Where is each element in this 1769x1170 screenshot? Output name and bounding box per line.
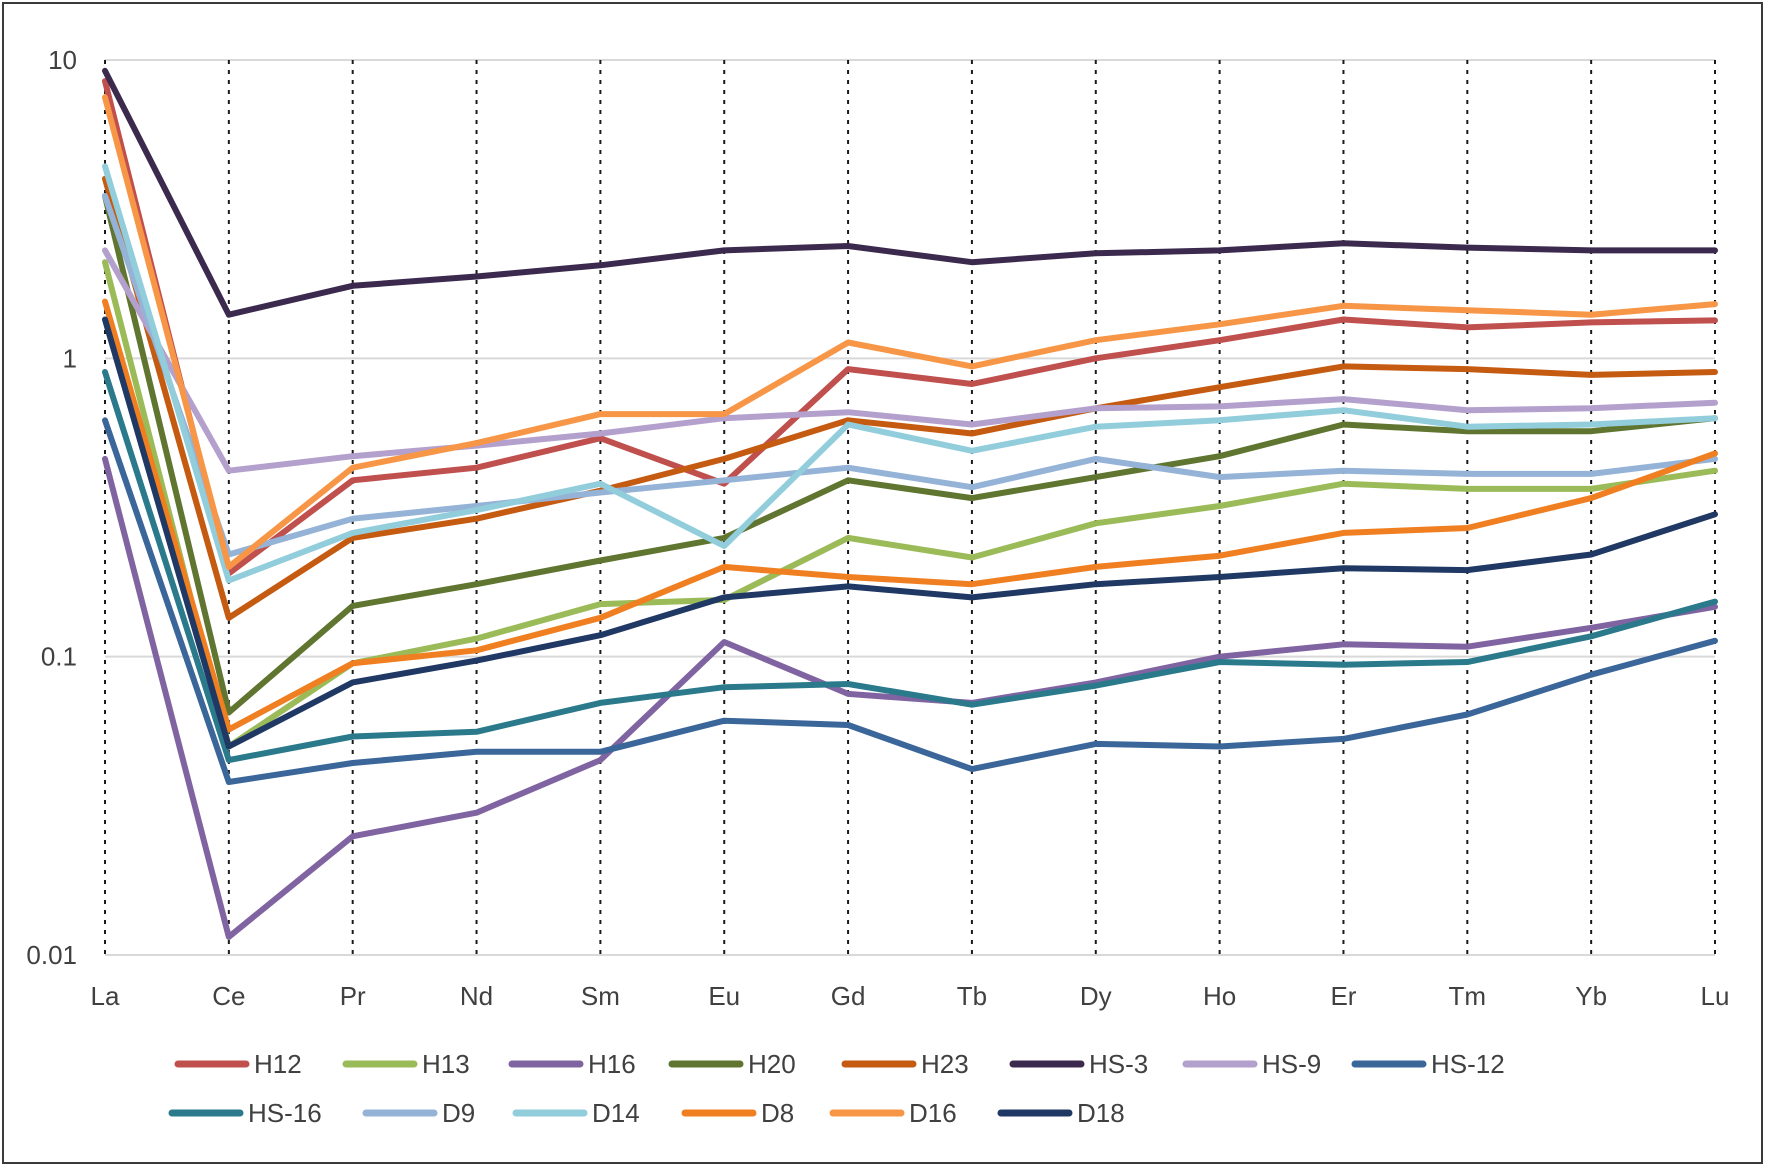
- x-tick-label: Nd: [460, 981, 493, 1011]
- series-line-d18: [102, 316, 1718, 750]
- legend-label-h23: H23: [921, 1049, 969, 1079]
- series-line-h12: [102, 78, 1718, 577]
- legend-label-hs-12: HS-12: [1431, 1049, 1505, 1079]
- axes: 10 1 0.1 0.01 La Ce Pr Nd Sm Eu Gd Tb Dy Ho Er Tm Yb Lu: [26, 45, 1729, 1011]
- series-line-d9: [102, 193, 1718, 558]
- legend-label-d9: D9: [442, 1098, 475, 1128]
- y-tick-label: 0.1: [41, 642, 77, 672]
- x-tick-label: Dy: [1080, 981, 1112, 1011]
- series-line-h13: [102, 259, 1718, 750]
- x-tick-label: Pr: [340, 981, 366, 1011]
- grid: [104, 59, 1716, 956]
- series-lines: [102, 67, 1718, 940]
- series-line-hs-3: [102, 67, 1718, 318]
- legend-label-h13: H13: [422, 1049, 470, 1079]
- legend-label-h12: H12: [254, 1049, 302, 1079]
- series-line-hs-9: [102, 247, 1718, 474]
- x-tick-label: Er: [1330, 981, 1356, 1011]
- series-line-h16: [102, 455, 1718, 940]
- legend-label-h20: H20: [748, 1049, 796, 1079]
- x-tick-label: La: [91, 981, 120, 1011]
- x-tick-label: Sm: [581, 981, 620, 1011]
- series-line-h20: [102, 193, 1718, 716]
- x-tick-label: Yb: [1575, 981, 1607, 1011]
- legend-label-hs-16: HS-16: [248, 1098, 322, 1128]
- legend-label-d18: D18: [1077, 1098, 1125, 1128]
- y-tick-label: 10: [48, 45, 77, 75]
- x-tick-label: Tb: [957, 981, 987, 1011]
- legend-label-d8: D8: [761, 1098, 794, 1128]
- series-line-hs-16: [102, 369, 1718, 764]
- y-tick-label: 1: [63, 343, 77, 373]
- y-tick-label: 0.01: [26, 940, 77, 970]
- x-tick-label: Ce: [212, 981, 245, 1011]
- x-tick-label: Tm: [1449, 981, 1487, 1011]
- series-line-hs-12: [102, 417, 1718, 785]
- series-line-d8: [102, 298, 1718, 733]
- legend-label-h16: H16: [588, 1049, 636, 1079]
- series-line-d16: [102, 94, 1718, 570]
- x-tick-label: Gd: [831, 981, 866, 1011]
- legend: H12 H13 H16 H20 H23 HS-3 HS-9 HS-12 HS-16 D9 D14 D8…: [168, 1049, 1505, 1128]
- legend-label-hs-9: HS-9: [1262, 1049, 1321, 1079]
- legend-label-d14: D14: [592, 1098, 640, 1128]
- legend-label-hs-3: HS-3: [1089, 1049, 1148, 1079]
- series-line-h23: [102, 175, 1718, 621]
- legend-label-d16: D16: [909, 1098, 957, 1128]
- x-tick-label: Eu: [708, 981, 740, 1011]
- x-tick-label: Lu: [1701, 981, 1730, 1011]
- series-line-d14: [102, 163, 1718, 584]
- x-tick-label: Ho: [1203, 981, 1236, 1011]
